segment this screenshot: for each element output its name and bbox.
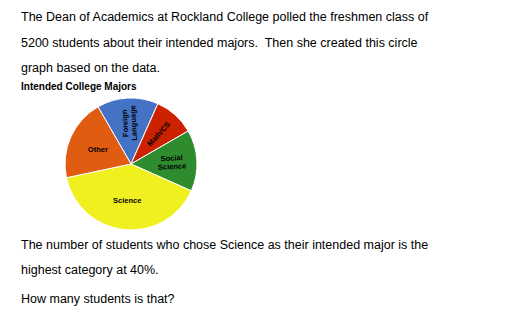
svg-text:Science: Science [113,196,141,205]
svg-text:SocialScience: SocialScience [157,152,186,171]
html-text:The Dean of Academics at Rockl: The Dean of Academics at Rockland Colleg… [21,10,429,24]
html-text:Intended College Majors: Intended College Majors [21,81,137,92]
html-text:How many students is that?: How many students is that? [21,292,175,306]
html-text:The number of students who cho: The number of students who chose Science… [21,238,429,252]
svg-text:Other: Other [88,145,108,154]
html-text:5200 students about their inte: 5200 students about their intended major… [21,36,418,50]
html-text:highest category at 40%.: highest category at 40%. [21,263,159,277]
html-text:graph based on the data.: graph based on the data. [21,61,160,75]
svg-text:Math/CS: Math/CS [145,119,172,147]
svg-text:ForeignLanguage: ForeignLanguage [119,105,138,141]
